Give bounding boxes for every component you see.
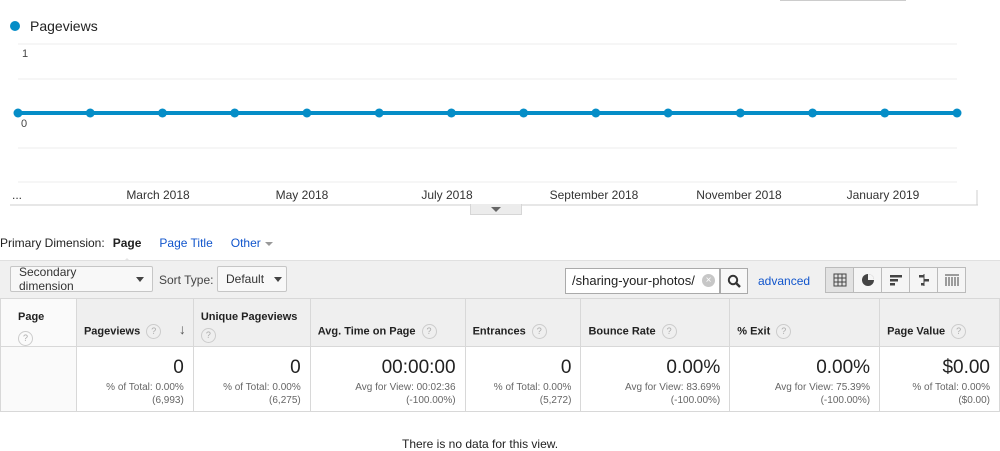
data-point — [85, 108, 95, 118]
pivot-view-button[interactable] — [937, 267, 966, 293]
pie-chart-icon — [861, 274, 874, 286]
totals-cell-page-value: $0.00% of Total: 0.00% ($0.00) — [879, 346, 1000, 412]
comparison-view-button[interactable] — [909, 267, 938, 293]
search-button[interactable] — [720, 268, 748, 294]
totals-cell-entrances: 0% of Total: 0.00% (5,272) — [464, 346, 582, 412]
col-header-pageviews[interactable]: Pageviews? ↓ — [75, 298, 194, 347]
data-point — [157, 108, 167, 118]
dimension-page-active[interactable]: Page — [112, 236, 142, 264]
dimension-page-title-link[interactable]: Page Title — [159, 236, 213, 250]
series-color-dot — [10, 21, 20, 31]
data-point — [374, 108, 384, 118]
table-filter-input[interactable]: /sharing-your-photos/ × — [565, 268, 720, 294]
grid-icon — [833, 273, 846, 287]
percentage-view-button[interactable] — [853, 267, 882, 293]
col-header-exit[interactable]: % Exit? — [729, 298, 881, 347]
sort-type-dropdown[interactable]: Default — [217, 266, 287, 292]
col-header-bounce-rate[interactable]: Bounce Rate? — [580, 298, 731, 347]
totals-row: 0% of Total: 0.00% (6,993) 0% of Total: 0… — [0, 346, 1000, 412]
performance-view-button[interactable] — [881, 267, 910, 293]
y-tick-label: 1 — [22, 48, 28, 60]
help-icon[interactable]: ? — [661, 324, 677, 339]
x-tick-label: May 2018 — [276, 188, 329, 202]
x-tick-label: March 2018 — [126, 188, 190, 202]
data-point — [808, 108, 818, 118]
data-point — [446, 108, 456, 118]
totals-cell-avg-time: 00:00:00 Avg for View: 00:02:36 (-100.00%) — [309, 346, 466, 412]
data-table-view-button[interactable] — [825, 267, 854, 293]
x-tick-label: July 2018 — [421, 188, 473, 202]
secondary-dimension-label: Secondary dimension — [19, 265, 77, 293]
primary-dimension-bar: Primary Dimension: Page Page Title Other — [0, 236, 273, 264]
pivot-icon — [944, 274, 959, 286]
chevron-down-icon — [491, 206, 501, 212]
data-point — [230, 108, 240, 118]
help-icon[interactable]: ? — [776, 324, 792, 339]
clear-icon[interactable]: × — [702, 274, 715, 287]
sort-type-value: Default — [226, 272, 265, 286]
col-header-page[interactable]: Page? — [0, 298, 77, 347]
data-point — [663, 108, 673, 118]
dimension-other-label: Other — [230, 236, 261, 250]
report-table: Page? Pageviews? ↓ Unique Pageviews? Avg.… — [0, 298, 1000, 412]
data-point — [735, 108, 745, 118]
col-header-page-value[interactable]: Page Value? — [879, 298, 1000, 347]
help-icon[interactable]: ? — [146, 324, 162, 339]
totals-cell-page — [0, 346, 77, 412]
no-data-message: There is no data for this view. — [402, 437, 559, 451]
x-tick-label: January 2019 — [847, 188, 920, 202]
sort-type-label: Sort Type: — [159, 273, 214, 287]
x-tick-label: September 2018 — [550, 188, 639, 202]
help-icon[interactable]: ? — [18, 331, 33, 346]
table-filter-value: /sharing-your-photos/ — [572, 273, 695, 288]
comparison-icon — [918, 274, 929, 286]
chevron-down-icon — [274, 276, 283, 282]
data-point — [880, 108, 890, 118]
chevron-down-icon — [264, 241, 273, 246]
col-header-unique-pageviews[interactable]: Unique Pageviews? — [192, 298, 311, 347]
search-icon — [727, 274, 741, 288]
totals-cell-pageviews: 0% of Total: 0.00% (6,993) — [75, 346, 194, 412]
chart-legend: Pageviews — [10, 18, 98, 34]
dimension-other-dropdown[interactable]: Other — [231, 236, 273, 250]
chevron-down-icon — [136, 276, 144, 282]
pageviews-line-chart: 1 0... March 2018 May 2018 July 2018 Septembe… — [10, 43, 978, 206]
advanced-filter-link[interactable]: advanced — [758, 274, 811, 288]
help-icon[interactable]: ? — [200, 328, 216, 343]
help-icon[interactable]: ? — [951, 324, 967, 339]
totals-cell-exit: 0.00% Avg for View: 75.39% (-100.00%) — [729, 346, 881, 412]
col-header-avg-time-on-page[interactable]: Avg. Time on Page? — [309, 298, 466, 347]
totals-cell-bounce-rate: 0.00% Avg for View: 83.69% (-100.00%) — [580, 346, 731, 412]
secondary-dimension-dropdown[interactable]: Secondary dimension — [10, 265, 153, 293]
table-view-switcher — [825, 267, 966, 293]
col-header-entrances[interactable]: Entrances? — [464, 298, 582, 347]
help-icon[interactable]: ? — [421, 324, 437, 339]
sort-desc-icon[interactable]: ↓ — [178, 321, 186, 337]
data-point — [519, 108, 529, 118]
totals-cell-unique-pageviews: 0% of Total: 0.00% (6,275) — [192, 346, 311, 412]
legend-label-pageviews: Pageviews — [30, 18, 98, 34]
data-point — [591, 108, 601, 118]
data-point — [952, 108, 962, 118]
data-point — [13, 108, 23, 118]
collapse-chart-handle[interactable] — [470, 204, 522, 215]
data-point — [302, 108, 312, 118]
y-tick-label: 0 — [21, 118, 27, 130]
table-toolbar: Secondary dimension Sort Type: Default /… — [0, 260, 1000, 299]
help-icon[interactable]: ? — [531, 324, 547, 339]
bar-chart-icon — [889, 275, 902, 286]
primary-dimension-label: Primary Dimension: — [0, 236, 105, 250]
x-tick-label: November 2018 — [696, 188, 782, 202]
top-divider — [780, 0, 906, 1]
x-tick-label: ... — [12, 188, 22, 202]
